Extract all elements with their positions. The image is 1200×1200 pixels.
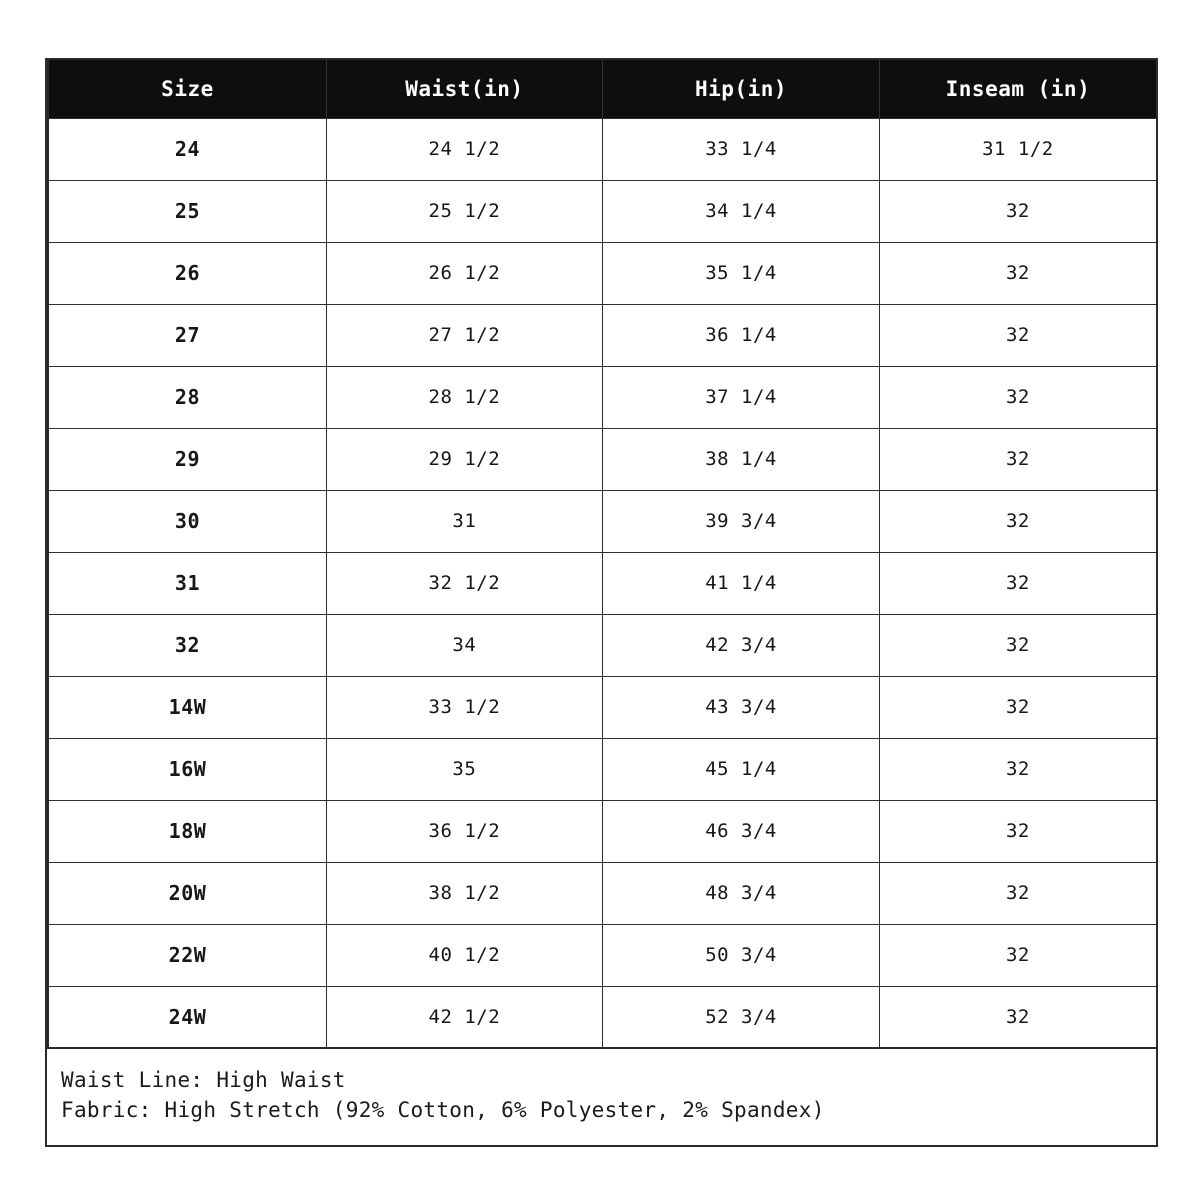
inseam-cell: 32 <box>878 675 1157 739</box>
waist-cell: 42 1/2 <box>325 985 604 1048</box>
table-row: 27 27 1/2 36 1/4 32 <box>49 303 1157 367</box>
waist-cell: 36 1/2 <box>325 799 604 863</box>
waist-cell: 38 1/2 <box>325 861 604 925</box>
table-row: 14W 33 1/2 43 3/4 32 <box>49 675 1157 739</box>
size-cell: 27 <box>49 303 327 367</box>
waist-cell: 31 <box>325 489 604 553</box>
table-header-row: Size Waist(in) Hip(in) Inseam (in) <box>49 60 1157 118</box>
hip-cell: 46 3/4 <box>602 799 880 863</box>
size-cell: 20W <box>49 861 327 925</box>
waist-line-note: Waist Line: High Waist <box>61 1068 346 1092</box>
size-chart-card: Size Waist(in) Hip(in) Inseam (in) 24 24 … <box>45 58 1158 1147</box>
model-illustration <box>47 60 49 1047</box>
measurements-table-panel: Size Waist(in) Hip(in) Inseam (in) 24 24 … <box>49 60 1157 1048</box>
size-cell: 32 <box>49 613 327 677</box>
hip-cell: 35 1/4 <box>602 241 880 305</box>
product-details-footer: Waist Line: High Waist Fabric: High Stre… <box>47 1049 1156 1145</box>
inseam-cell: 32 <box>878 427 1157 491</box>
hip-cell: 48 3/4 <box>602 861 880 925</box>
inseam-cell: 32 <box>878 861 1157 925</box>
waist-cell: 33 1/2 <box>325 675 604 739</box>
waist-cell: 34 <box>325 613 604 677</box>
inseam-cell: 32 <box>878 241 1157 305</box>
size-cell: 18W <box>49 799 327 863</box>
table-row: 30 31 39 3/4 32 <box>49 489 1157 553</box>
waist-cell: 32 1/2 <box>325 551 604 615</box>
hip-cell: 42 3/4 <box>602 613 880 677</box>
table-row: 20W 38 1/2 48 3/4 32 <box>49 861 1157 925</box>
product-photo-panel <box>47 60 50 1047</box>
table-row: 24W 42 1/2 52 3/4 32 <box>49 985 1157 1048</box>
size-table: Size Waist(in) Hip(in) Inseam (in) 24 24 … <box>49 60 1157 1048</box>
table-row: 16W 35 45 1/4 32 <box>49 737 1157 801</box>
size-table-head: Size Waist(in) Hip(in) Inseam (in) <box>49 60 1157 118</box>
table-row: 31 32 1/2 41 1/4 32 <box>49 551 1157 615</box>
waist-cell: 28 1/2 <box>325 365 604 429</box>
fabric-note: Fabric: High Stretch (92% Cotton, 6% Pol… <box>61 1097 825 1122</box>
table-row: 28 28 1/2 37 1/4 32 <box>49 365 1157 429</box>
hip-cell: 38 1/4 <box>602 427 880 491</box>
size-table-body: 24 24 1/2 33 1/4 31 1/2 25 25 1/2 34 1/4 32 26 26… <box>49 117 1157 1048</box>
waist-cell: 25 1/2 <box>325 179 604 243</box>
hip-cell: 34 1/4 <box>602 179 880 243</box>
size-cell: 14W <box>49 675 327 739</box>
size-cell: 16W <box>49 737 327 801</box>
hip-cell: 39 3/4 <box>602 489 880 553</box>
waist-cell: 29 1/2 <box>325 427 604 491</box>
size-cell: 22W <box>49 923 327 987</box>
inseam-cell: 32 <box>878 179 1157 243</box>
inseam-cell: 32 <box>878 551 1157 615</box>
size-cell: 24 <box>49 117 327 181</box>
table-row: 25 25 1/2 34 1/4 32 <box>49 179 1157 243</box>
inseam-cell: 32 <box>878 303 1157 367</box>
waist-cell: 35 <box>325 737 604 801</box>
hip-cell: 45 1/4 <box>602 737 880 801</box>
hip-cell: 41 1/4 <box>602 551 880 615</box>
hip-cell: 50 3/4 <box>602 923 880 987</box>
size-cell: 29 <box>49 427 327 491</box>
column-header-waist: Waist(in) <box>326 60 604 118</box>
hip-cell: 43 3/4 <box>602 675 880 739</box>
size-cell: 31 <box>49 551 327 615</box>
hip-cell: 33 1/4 <box>602 117 880 181</box>
size-cell: 24W <box>49 985 327 1048</box>
waist-cell: 27 1/2 <box>325 303 604 367</box>
size-cell: 30 <box>49 489 327 553</box>
table-row: 26 26 1/2 35 1/4 32 <box>49 241 1157 305</box>
table-row: 22W 40 1/2 50 3/4 32 <box>49 923 1157 987</box>
table-row: 29 29 1/2 38 1/4 32 <box>49 427 1157 491</box>
column-header-hip: Hip(in) <box>602 60 880 118</box>
hip-cell: 36 1/4 <box>602 303 880 367</box>
waist-cell: 40 1/2 <box>325 923 604 987</box>
table-row: 32 34 42 3/4 32 <box>49 613 1157 677</box>
table-row: 18W 36 1/2 46 3/4 32 <box>49 799 1157 863</box>
inseam-cell: 32 <box>878 613 1157 677</box>
waist-cell: 24 1/2 <box>325 117 604 181</box>
size-cell: 26 <box>49 241 327 305</box>
inseam-cell: 32 <box>878 985 1157 1048</box>
column-header-size: Size <box>49 60 327 118</box>
waist-cell: 26 1/2 <box>325 241 604 305</box>
hip-cell: 52 3/4 <box>602 985 880 1048</box>
inseam-cell: 32 <box>878 923 1157 987</box>
column-header-inseam: Inseam (in) <box>879 60 1157 118</box>
inseam-cell: 32 <box>878 799 1157 863</box>
card-upper-section: Size Waist(in) Hip(in) Inseam (in) 24 24 … <box>47 60 1157 1049</box>
inseam-cell: 32 <box>878 737 1157 801</box>
inseam-cell: 31 1/2 <box>878 117 1157 181</box>
size-cell: 28 <box>49 365 327 429</box>
size-cell: 25 <box>49 179 327 243</box>
inseam-cell: 32 <box>878 365 1157 429</box>
hip-cell: 37 1/4 <box>602 365 880 429</box>
table-row: 24 24 1/2 33 1/4 31 1/2 <box>49 117 1157 181</box>
inseam-cell: 32 <box>878 489 1157 553</box>
